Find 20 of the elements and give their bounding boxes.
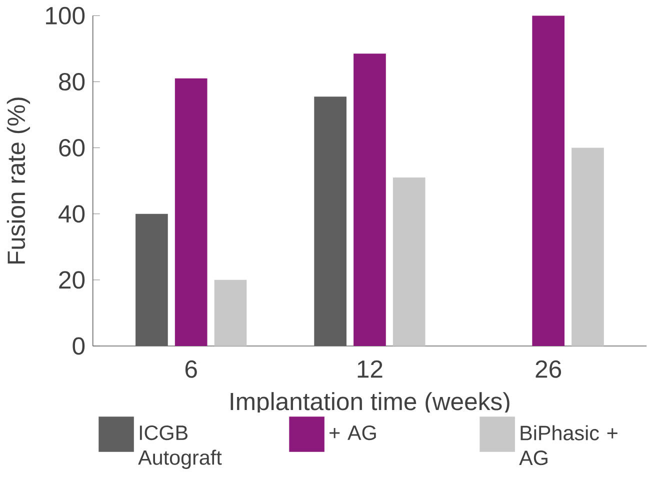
bar — [392, 177, 426, 346]
x-axis-title: Implantation time (weeks) — [230, 392, 510, 416]
bar — [532, 15, 565, 346]
x-tick-label: 6 — [185, 360, 197, 378]
y-tick-label: 100 — [46, 6, 85, 24]
y-tick-label: 80 — [59, 72, 85, 90]
y-tick-label: 60 — [59, 138, 85, 156]
bar — [354, 53, 386, 346]
bar — [572, 148, 604, 346]
legend-label: + AG — [330, 425, 376, 440]
legend-label: BiPhasic + AG — [519, 425, 618, 465]
x-tick-label: 12 — [358, 360, 382, 378]
x-tick-label: 26 — [536, 360, 562, 378]
bar — [214, 280, 247, 346]
y-axis-title: Fusion rate (%) — [6, 97, 30, 264]
legend-label: ICGB Autograft — [138, 425, 222, 469]
bar — [174, 78, 208, 346]
y-tick-label: 0 — [72, 337, 85, 355]
y-tick-label: 20 — [59, 270, 85, 288]
y-tick-label: 40 — [58, 204, 85, 222]
